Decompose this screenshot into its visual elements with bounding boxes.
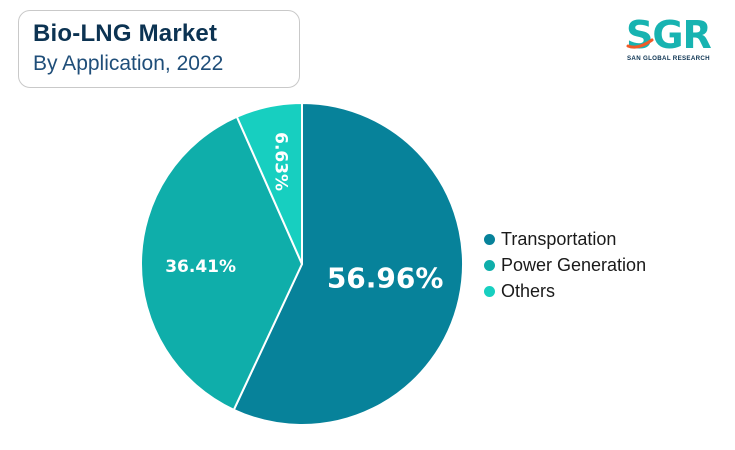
legend-item-power-generation: Power Generation — [484, 252, 646, 278]
chart-title: Bio-LNG Market — [33, 20, 218, 47]
data-label-transportation: 56.96% — [327, 261, 444, 294]
title-card: Bio-LNG Market By Application, 2022 — [18, 10, 300, 88]
logo-tagline: SAN GLOBAL RESEARCH — [627, 55, 710, 62]
sgr-logo-icon: SGR SAN GLOBAL RESEARCH — [626, 13, 713, 62]
legend-swatch — [484, 285, 495, 297]
data-label-others: 6.63% — [270, 132, 290, 191]
legend-swatch — [484, 233, 495, 245]
chart-legend: Transportation Power Generation Others — [484, 226, 646, 304]
logo-mark: SGR — [626, 13, 712, 57]
pie-slice-others — [235, 101, 303, 265]
data-label-power-generation: 36.41% — [165, 257, 236, 277]
legend-label: Transportation — [501, 228, 617, 249]
pie-slices — [140, 101, 464, 426]
legend-item-others: Others — [484, 278, 646, 304]
chart-subtitle: By Application, 2022 — [33, 52, 224, 75]
legend-item-transportation: Transportation — [484, 226, 646, 252]
legend-label: Others — [501, 280, 556, 301]
pie-labels: 56.96% 36.41% 6.63% — [165, 132, 443, 294]
legend-label: Power Generation — [501, 254, 647, 275]
pie-slice-transportation — [232, 101, 464, 426]
legend-swatch — [484, 259, 495, 271]
pie-slice-power-generation — [140, 115, 304, 412]
